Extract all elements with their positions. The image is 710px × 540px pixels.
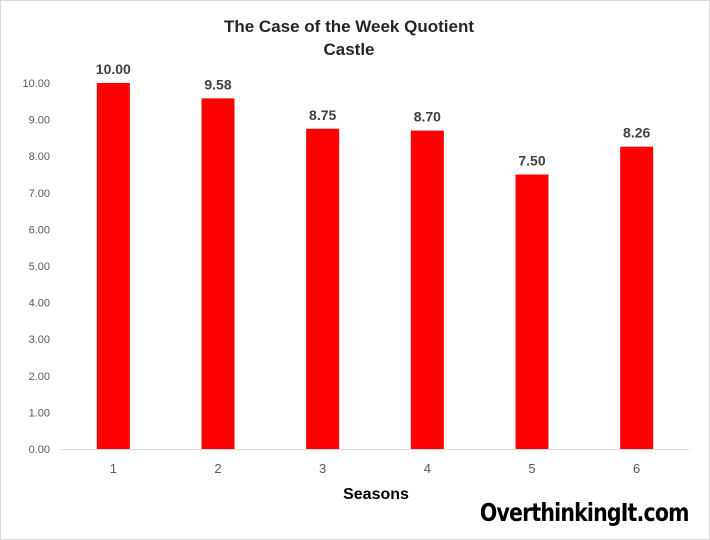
y-tick-label: 8.00: [29, 151, 50, 163]
y-tick-label: 7.00: [29, 188, 50, 200]
data-label: 7.50: [518, 153, 545, 169]
x-axis-title: Seasons: [343, 486, 409, 503]
bar-series: [96, 83, 654, 449]
x-tick-label: 1: [110, 461, 117, 476]
data-label: 8.75: [309, 107, 336, 123]
x-tick-label: 4: [424, 461, 431, 476]
bar: [201, 98, 235, 449]
chart-subtitle: Castle: [323, 40, 374, 59]
watermark-logo: OverthinkingIt.com: [480, 498, 690, 527]
y-axis: 0.00 1.00 2.00 3.00 4.00 5.00 6.00 7.00 8.00 9.00…: [22, 78, 50, 456]
y-tick-label: 4.00: [29, 298, 50, 310]
y-tick-label: 2.00: [29, 371, 50, 383]
y-tick-label: 5.00: [29, 261, 50, 273]
bar: [515, 174, 549, 449]
bar: [306, 128, 340, 449]
bar: [96, 83, 130, 449]
x-axis: 1 2 3 4 5 6: [110, 461, 641, 476]
x-tick-label: 5: [528, 461, 535, 476]
y-tick-label: 1.00: [29, 407, 50, 419]
x-tick-label: 2: [214, 461, 221, 476]
data-label: 8.26: [623, 125, 650, 141]
data-label: 10.00: [96, 61, 131, 77]
data-labels: 10.00 9.58 8.75 8.70 7.50 8.26: [96, 61, 651, 169]
x-tick-label: 3: [319, 461, 326, 476]
data-label: 9.58: [204, 76, 231, 92]
y-tick-label: 10.00: [22, 78, 50, 90]
x-tick-label: 6: [633, 461, 640, 476]
y-tick-label: 9.00: [29, 115, 50, 127]
y-tick-label: 0.00: [29, 444, 50, 456]
bar: [410, 130, 444, 449]
chart-title: The Case of the Week Quotient: [224, 17, 474, 36]
bar: [620, 146, 654, 449]
y-tick-label: 3.00: [29, 334, 50, 346]
y-tick-label: 6.00: [29, 224, 50, 236]
data-label: 8.70: [414, 109, 441, 125]
